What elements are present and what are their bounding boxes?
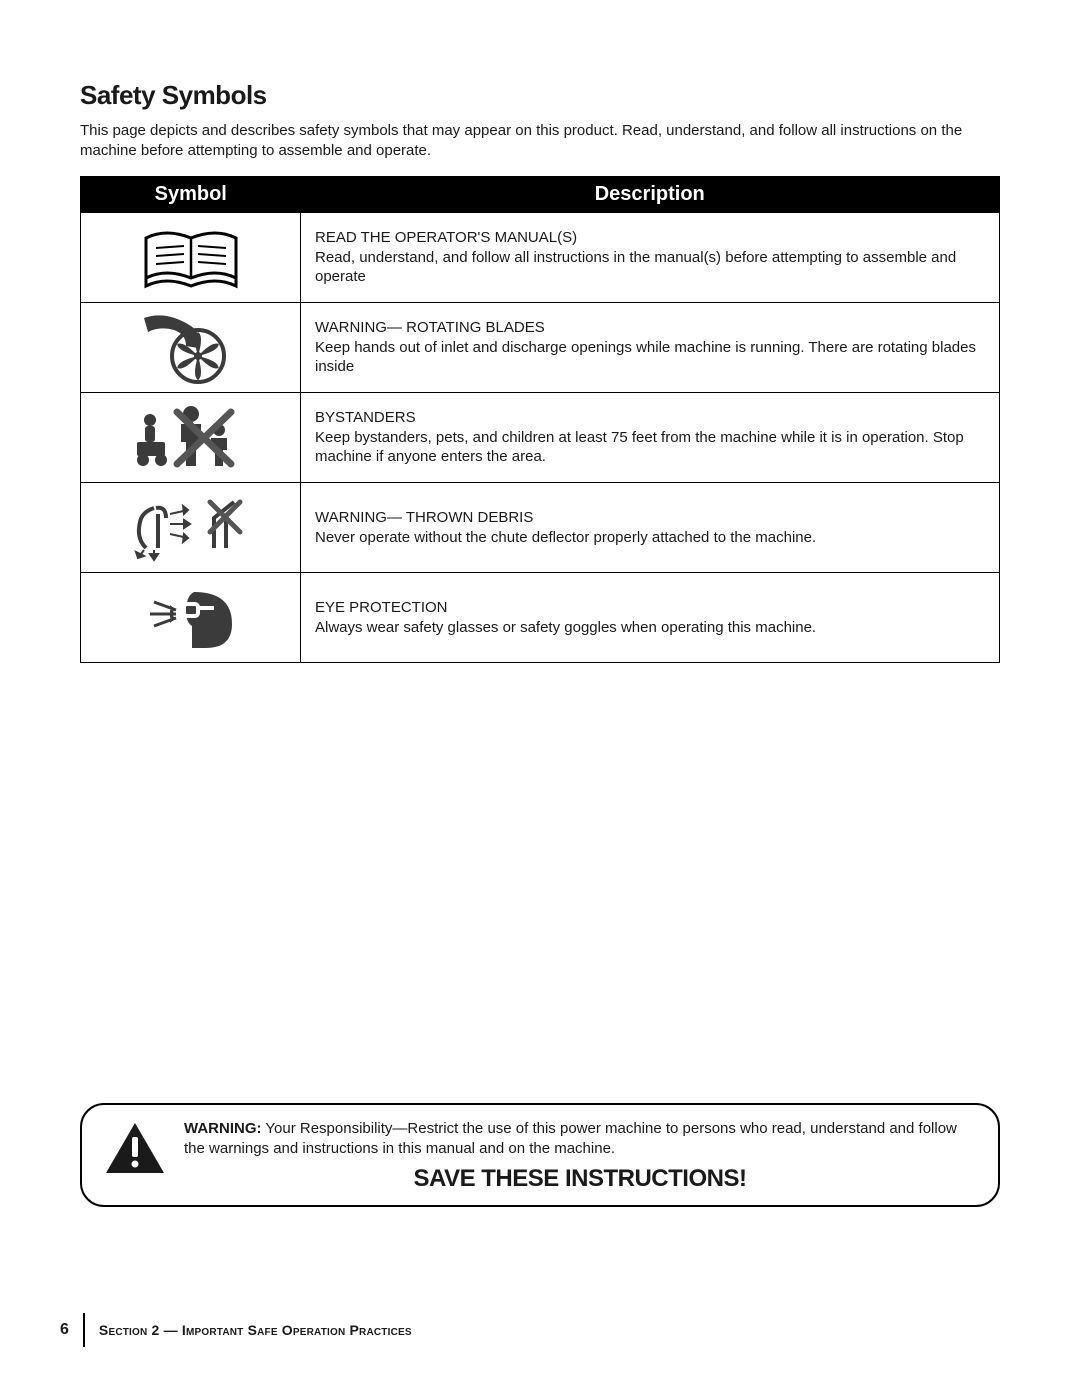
footer-divider <box>83 1313 85 1347</box>
warning-text: WARNING: Your Responsibility—Restrict th… <box>184 1119 976 1160</box>
row-title: WARNING— THROWN DEBRIS <box>315 508 985 528</box>
footer-section: Section 2 — Important Safe Operation Pra… <box>99 1322 412 1338</box>
table-row: WARNING— ROTATING BLADES Keep hands out … <box>81 303 1000 393</box>
page-title: Safety Symbols <box>80 80 1000 111</box>
table-row: READ THE OPERATOR'S MANUAL(S) Read, unde… <box>81 213 1000 303</box>
row-title: READ THE OPERATOR'S MANUAL(S) <box>315 228 985 248</box>
table-row: EYE PROTECTION Always wear safety glasse… <box>81 573 1000 663</box>
eye-protection-icon <box>136 582 246 654</box>
row-title: WARNING— ROTATING BLADES <box>315 318 985 338</box>
row-title: EYE PROTECTION <box>315 598 985 618</box>
row-body: Keep hands out of inlet and discharge op… <box>315 339 976 376</box>
col-header-symbol: Symbol <box>81 177 301 213</box>
row-body: Always wear safety glasses or safety gog… <box>315 619 816 636</box>
page-footer: 6 Section 2 — Important Safe Operation P… <box>60 1313 412 1347</box>
col-header-description: Description <box>301 177 1000 213</box>
rotating-blades-icon <box>136 312 246 384</box>
safety-symbol-table: Symbol Description READ THE <box>80 176 1000 663</box>
manual-icon <box>136 223 246 293</box>
save-instructions: SAVE THESE INSTRUCTIONS! <box>184 1165 976 1193</box>
thrown-debris-icon <box>126 492 256 564</box>
intro-text: This page depicts and describes safety s… <box>80 121 1000 160</box>
row-body: Never operate without the chute deflecto… <box>315 529 816 546</box>
table-row: WARNING— THROWN DEBRIS Never operate wit… <box>81 483 1000 573</box>
warning-triangle-icon <box>104 1121 166 1175</box>
bystanders-icon <box>131 402 251 474</box>
row-body: Read, understand, and follow all instruc… <box>315 249 956 286</box>
page-number: 6 <box>60 1321 69 1339</box>
row-title: BYSTANDERS <box>315 408 985 428</box>
row-body: Keep bystanders, pets, and children at l… <box>315 429 964 466</box>
table-row: BYSTANDERS Keep bystanders, pets, and ch… <box>81 393 1000 483</box>
warning-body: Your Responsibility—Restrict the use of … <box>184 1120 957 1157</box>
warning-box: WARNING: Your Responsibility—Restrict th… <box>80 1103 1000 1208</box>
warning-label: WARNING: <box>184 1120 262 1137</box>
